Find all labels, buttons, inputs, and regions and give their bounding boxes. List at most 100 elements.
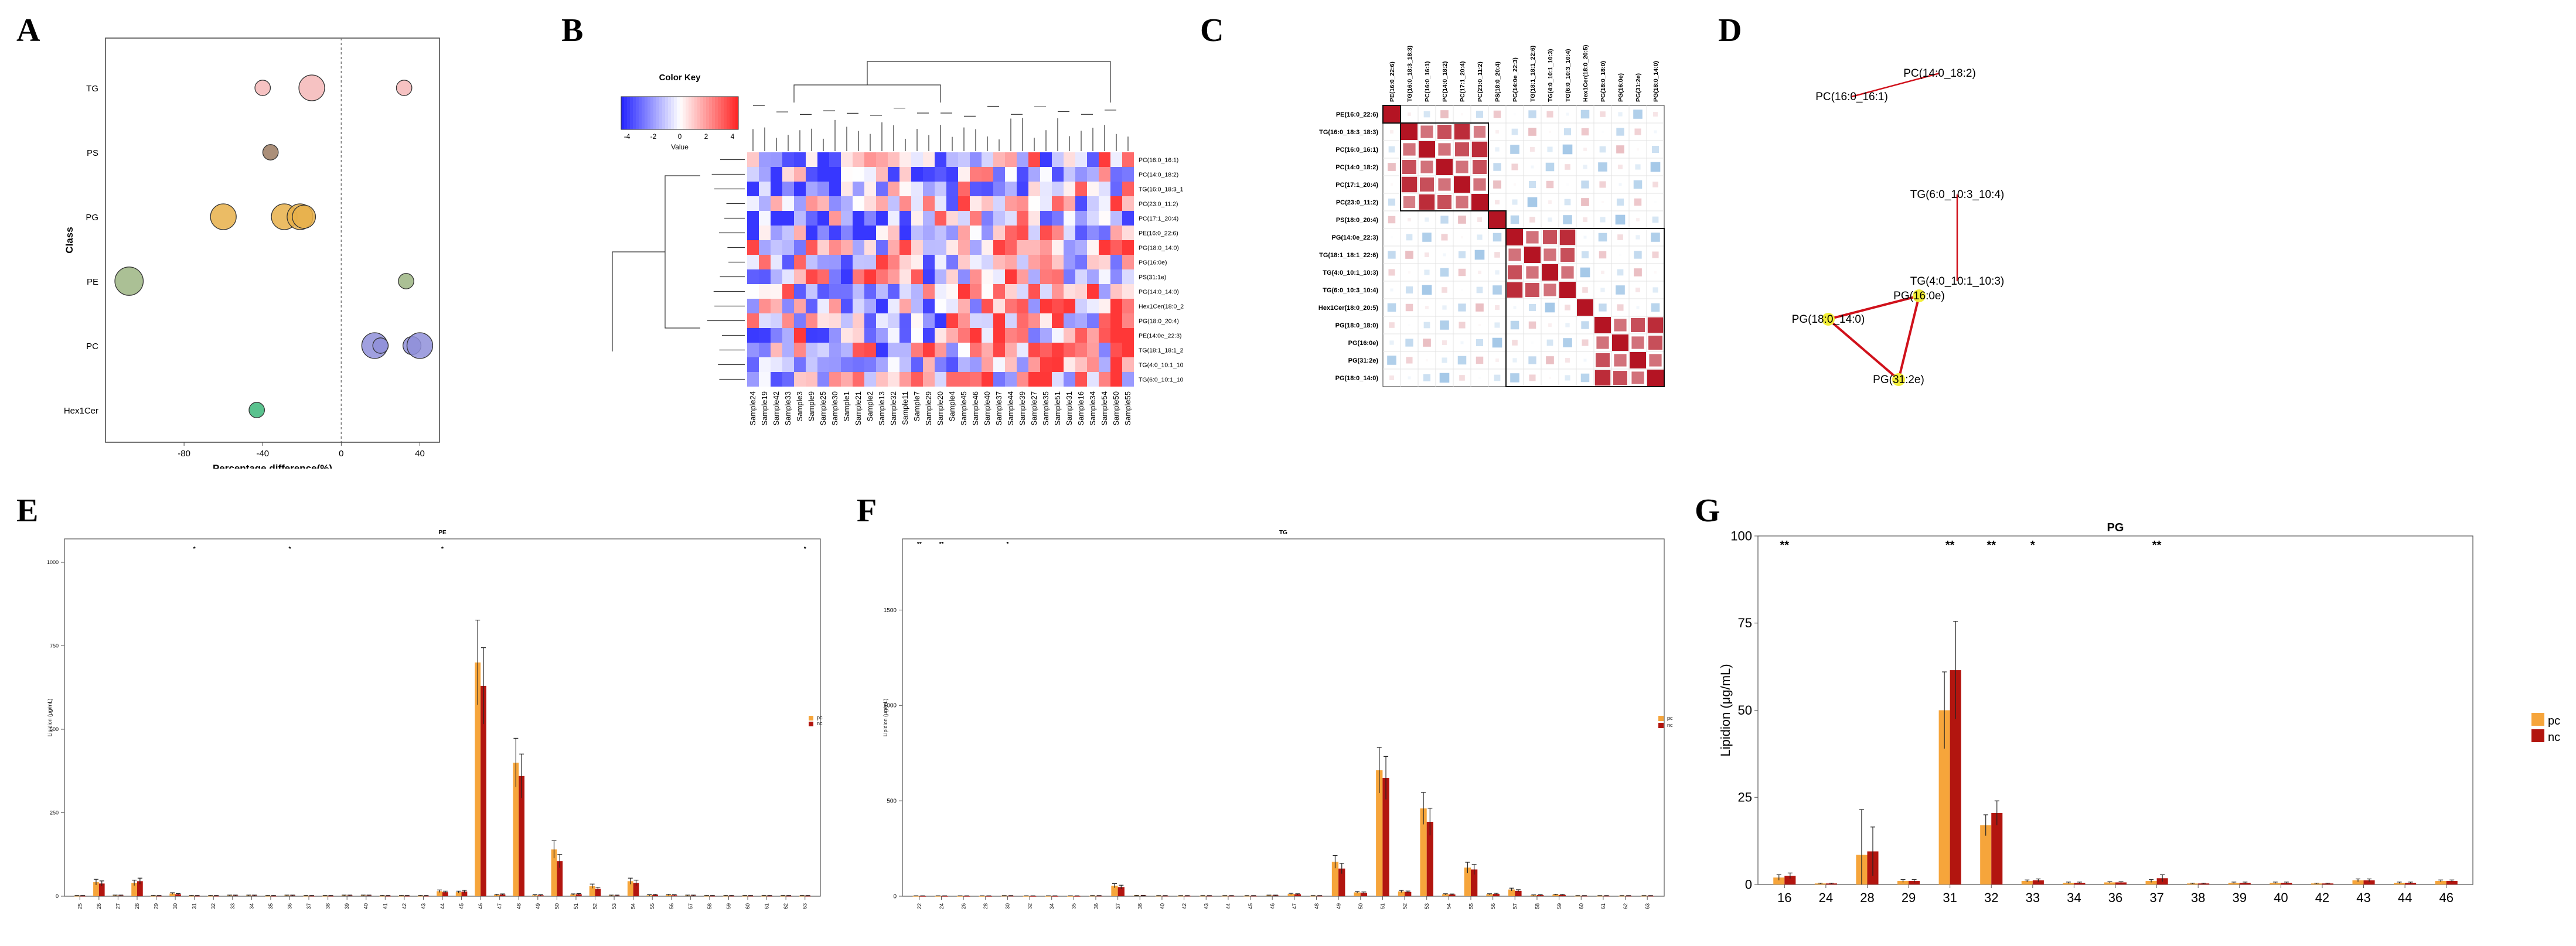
corr-cell [1477,217,1482,222]
corr-cell [1388,146,1395,153]
corr-cell [1391,236,1393,238]
bar-pc [1331,862,1339,896]
heatmap-cell [1017,211,1028,226]
heatmap-cell [1064,269,1075,284]
heatmap-cell [806,343,817,357]
chart-title: TG [1279,530,1287,536]
y-tick-label: 0 [893,893,897,900]
heatmap-cell [782,211,794,226]
color-key-cell [680,97,683,129]
heatmap-cell [794,357,806,372]
heatmap-cell [1087,372,1099,387]
color-key-cell [677,97,680,129]
corr-cell [1614,319,1627,332]
heatmap-cell [1052,211,1064,226]
corr-cell [1512,199,1518,205]
corr-cell [1596,336,1609,349]
heatmap-cell [911,196,923,211]
heatmap-cell [888,299,899,313]
heatmap-cell [946,313,958,328]
corr-cell [1546,180,1554,189]
corr-cell [1652,182,1658,187]
heatmap-cell [1122,343,1134,357]
heatmap-cell [829,343,841,357]
heatmap-cell [1017,328,1028,343]
heatmap-cell [841,284,853,299]
bubble-point [114,267,144,296]
row-label: PE(16:0_22:6) [1336,111,1378,118]
column-label: Sample31 [1065,391,1074,426]
heatmap-cell [888,269,899,284]
x-tick-label: 0 [339,449,343,459]
heatmap-cell [782,299,794,313]
heatmap-cell [771,152,782,167]
corr-cell [1596,353,1610,367]
bar-pc [1376,770,1383,896]
heatmap-cell [841,343,853,357]
x-tick-label: 57 [1512,903,1518,909]
corr-cell [1477,234,1483,240]
bar-pc [1552,894,1559,896]
heatmap-cell [806,152,817,167]
heatmap-cell [782,357,794,372]
heatmap-cell [782,269,794,284]
heatmap-cell [1028,269,1040,284]
heatmap-cell [782,182,794,196]
corr-cell [1565,375,1570,381]
corr-cell [1405,339,1413,347]
heatmap-cell [1110,313,1122,328]
heatmap-cell [993,269,1005,284]
corr-cell [1647,370,1664,386]
heatmap-cell [1099,299,1110,313]
heatmap-cell [1075,343,1087,357]
corr-cell [1617,234,1623,240]
corr-cell [1493,285,1502,295]
heatmap-cell [1017,357,1028,372]
corr-cell [1457,356,1467,365]
bar-pc [2063,883,2074,884]
corr-cell [1566,112,1569,116]
corr-cell [1549,131,1551,133]
corr-cell [1419,141,1435,158]
chart-b-heatmap: Color Key -4 -2 0 2 4 Value PC(16:0_16:1) PC(14:… [612,61,1184,426]
corr-cell [1617,304,1624,311]
bar-nc [1074,896,1081,897]
heatmap-cell [935,167,946,182]
heatmap-cell [876,284,888,299]
heatmap-cell [841,196,853,211]
heatmap-cell [1017,313,1028,328]
heatmap-cell [888,152,899,167]
heatmap-cell [794,152,806,167]
heatmap-cell [935,182,946,196]
corr-cell [1635,288,1640,292]
heatmap-cell [993,211,1005,226]
bar-nc [919,896,926,897]
column-label: Sample54 [1100,391,1109,426]
corr-cell [1546,356,1554,364]
heatmap-cell [1005,343,1017,357]
column-label: PG(16:0e) [1617,73,1624,102]
heatmap-cell [864,152,876,167]
color-key-cell [636,97,639,129]
row-label: TG(18:1_18:1_22:6) [1319,252,1378,259]
heatmap-cell [888,226,899,240]
corr-cell [1545,302,1555,313]
panel-letter-a: A [16,12,40,49]
bar-nc [575,894,582,896]
heatmap-cell [817,182,829,196]
heatmap-cell [982,167,993,182]
heatmap-cell [946,343,958,357]
heatmap-cell [817,343,829,357]
bar-nc [1360,893,1368,896]
heatmap-cell [911,240,923,255]
significance-mark: * [2030,539,2035,552]
heatmap-cell [935,299,946,313]
heatmap-cell [970,372,982,387]
heatmap-cell [747,372,759,387]
corr-cell [1580,110,1590,119]
x-tick-label: 31 [1943,890,1957,905]
heatmap-cell [970,182,982,196]
heatmap-cell [817,269,829,284]
x-tick-label: 37 [2149,890,2163,905]
corr-cell [1542,264,1558,281]
